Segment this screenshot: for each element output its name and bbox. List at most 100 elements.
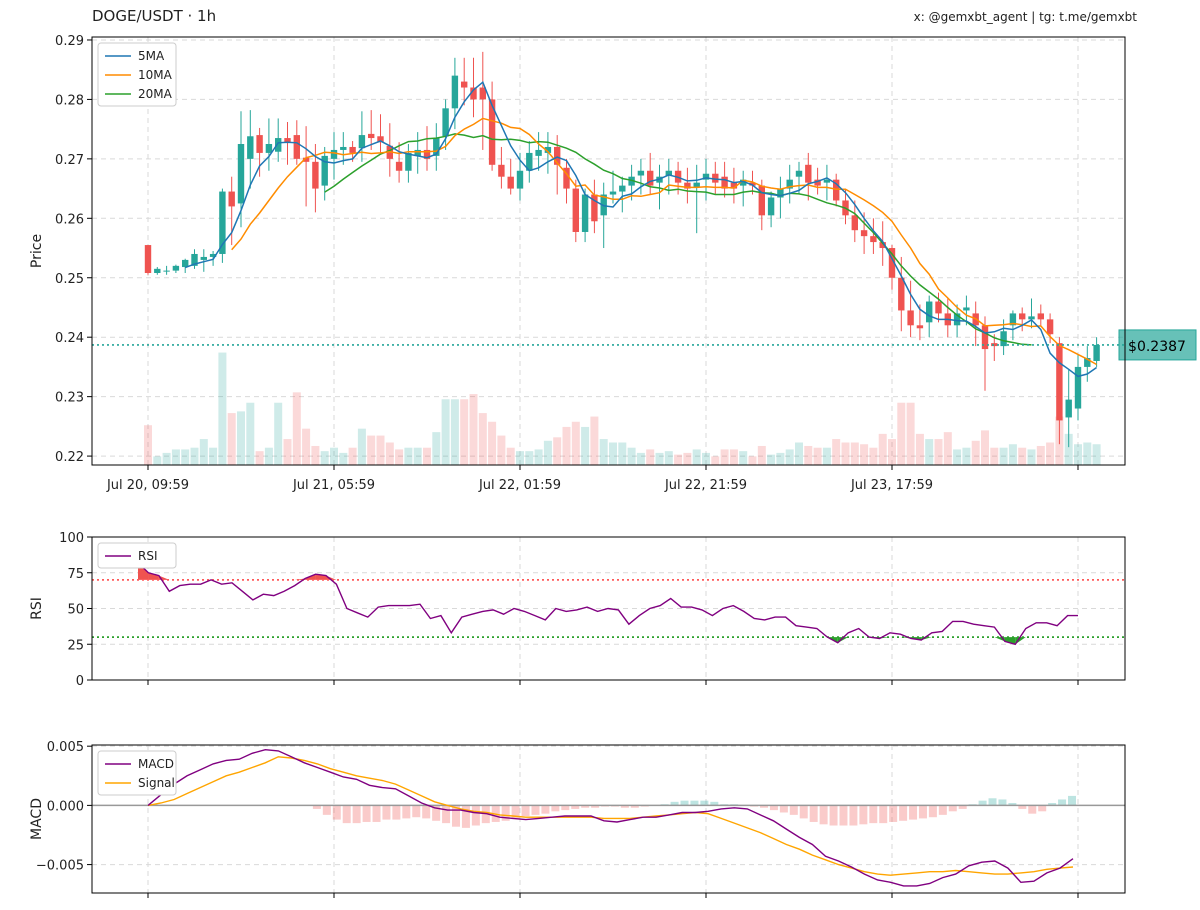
volume-bar [339, 452, 348, 465]
macd-histogram-bar [461, 805, 470, 828]
macd-histogram-bar [501, 805, 510, 821]
candle-body [963, 307, 970, 311]
candle-body [219, 191, 226, 254]
macd-histogram-bar [1048, 803, 1057, 806]
volume-bar [199, 439, 208, 465]
macd-histogram-bar [779, 805, 788, 813]
candle-body [405, 152, 412, 171]
candle-body [916, 325, 924, 329]
candle-body [312, 161, 319, 189]
macd-histogram-bar [1008, 803, 1017, 806]
rsi-axis-label: RSI [29, 597, 45, 620]
macd-histogram-bar [958, 805, 967, 809]
candle-body [786, 179, 793, 189]
macd-histogram-bar [402, 805, 411, 819]
volume-bar [423, 447, 431, 465]
volume-bar [404, 447, 413, 465]
signal-line [147, 756, 1074, 876]
price-ytick-label: 0.26 [55, 212, 84, 227]
macd-line [147, 748, 1074, 887]
candle-body [237, 144, 245, 204]
volume-bar [1074, 444, 1082, 465]
rsi-overbought-fill [148, 572, 159, 580]
macd-histogram-bar [521, 805, 530, 817]
macd-histogram-bar [322, 805, 331, 815]
price-ytick-label: 0.23 [55, 391, 84, 406]
macd-histogram-bar [312, 805, 321, 809]
macd-ytick-label: 0.000 [47, 799, 84, 814]
volume-bar [981, 430, 989, 465]
current-price-label: $0.2387 [1128, 339, 1186, 355]
volume-bar [785, 449, 794, 465]
price-ytick-label: 0.27 [55, 153, 84, 168]
macd-histogram-bar [928, 805, 937, 818]
volume-bar [1064, 433, 1073, 465]
macd-histogram-bar [819, 805, 828, 825]
macd-histogram-bar [571, 805, 580, 809]
volume-bar [841, 442, 850, 465]
macd-histogram-bar [620, 805, 629, 808]
candle-body [870, 236, 877, 243]
price-xtick-label: Jul 22, 21:59 [664, 478, 747, 493]
candle-body [628, 176, 635, 186]
candle-body [805, 164, 812, 183]
candle-body [554, 146, 561, 165]
candle-body [275, 138, 282, 152]
volume-bar [748, 456, 757, 465]
candle-body [833, 179, 840, 201]
volume-bar [385, 442, 394, 465]
volume-bar [450, 399, 459, 465]
macd-histogram-bar [690, 800, 699, 806]
candle-body [526, 152, 533, 171]
rsi-ytick-label: 25 [67, 638, 84, 653]
volume-bar [348, 447, 357, 465]
volume-bar [776, 452, 785, 465]
volume-bar [711, 456, 720, 465]
macd-histogram-bar [849, 805, 858, 826]
macd-histogram-bar [1068, 795, 1076, 806]
macd-histogram-bar [422, 805, 431, 819]
macd-histogram-bar [839, 805, 848, 826]
macd-histogram-bar [988, 798, 997, 806]
macd-histogram-bar [978, 800, 987, 806]
macd-histogram-bar [899, 805, 908, 821]
ma10-line [231, 117, 1097, 366]
macd-histogram-bar [879, 805, 888, 824]
rsi-oversold-fill [1015, 637, 1026, 645]
volume-bar [413, 447, 422, 465]
volume-bar [190, 447, 199, 465]
price-xtick-label: Jul 21, 05:59 [292, 478, 375, 493]
volume-bar [804, 445, 813, 465]
volume-bar [822, 447, 831, 465]
candle-body [535, 149, 542, 156]
volume-bar [1092, 444, 1101, 465]
price-xtick-label: Jul 20, 09:59 [106, 478, 189, 493]
candle-body [581, 194, 589, 232]
volume-bar [1036, 445, 1045, 465]
candle-body [684, 182, 691, 189]
volume-bar [1018, 447, 1027, 465]
candle-body [284, 138, 291, 143]
candle-body [926, 301, 933, 323]
candle-body [795, 170, 803, 177]
candle-body [991, 343, 998, 347]
macd-histogram-bar [1018, 805, 1027, 809]
candle-body [423, 149, 431, 159]
candle-body [730, 182, 738, 189]
volume-bar [171, 449, 180, 465]
candle-body [182, 259, 189, 268]
macd-legend-box [97, 750, 177, 796]
candle-body [563, 167, 570, 189]
candle-body [340, 146, 347, 150]
candle-body [498, 164, 505, 177]
volume-bar [525, 451, 534, 465]
candle-body [767, 197, 775, 216]
volume-bar [571, 421, 580, 465]
macd-histogram-bar [1038, 805, 1047, 812]
candle-body [433, 138, 440, 156]
volume-bar [655, 452, 664, 465]
candle-body [395, 161, 403, 171]
candle-body [935, 301, 942, 314]
candle-body [451, 75, 459, 109]
candle-body [665, 170, 672, 176]
